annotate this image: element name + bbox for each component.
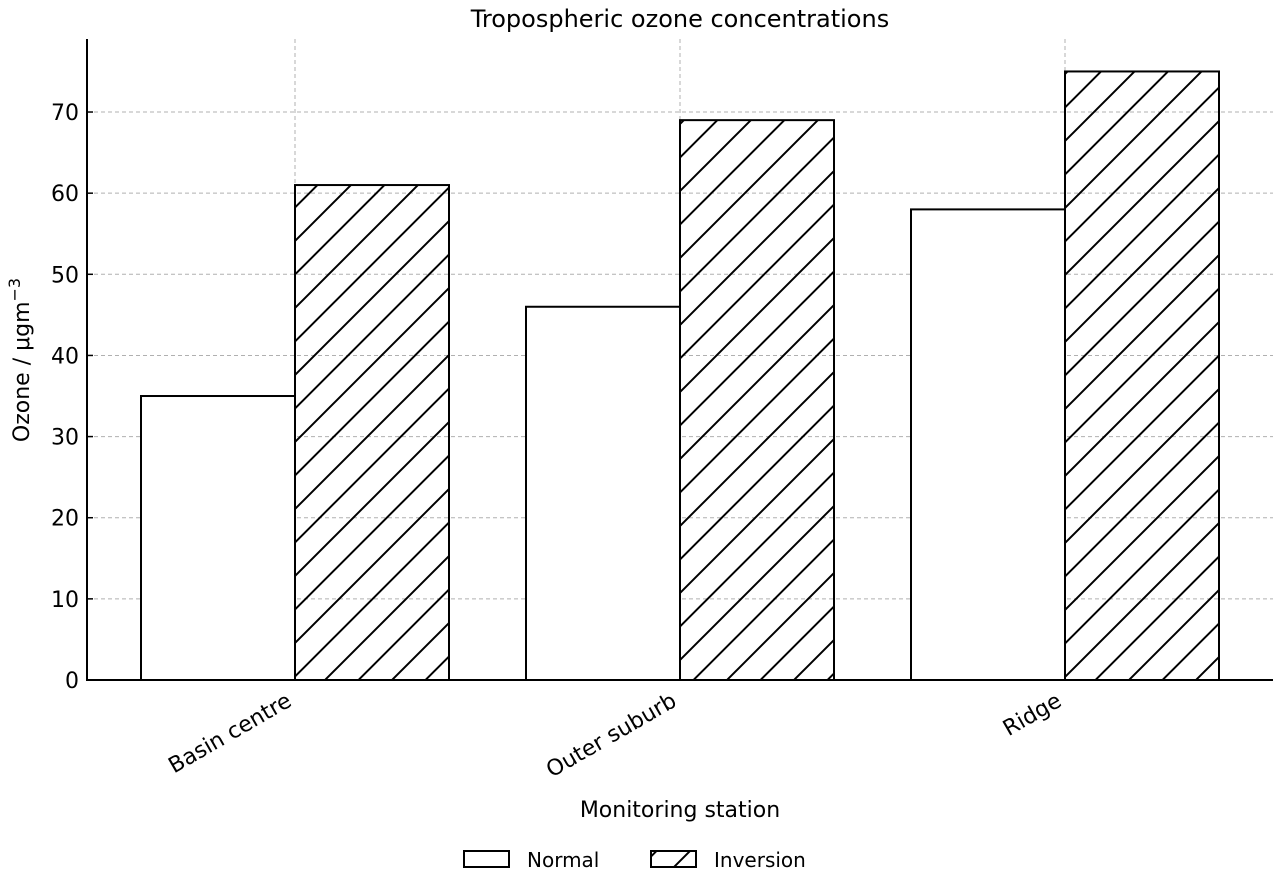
chart-title: Tropospheric ozone concentrations [470,5,889,33]
y-tick-label-0: 0 [65,669,79,694]
x-tick-label-outer-suburb: Outer suburb [542,689,681,784]
legend-label-normal: Normal [527,848,599,872]
x-tick-label-ridge: Ridge [999,689,1066,742]
bar-normal-ridge [910,208,1066,682]
legend-swatch-normal [463,850,510,868]
y-tick-label-30: 30 [51,426,79,451]
bar-inversion-outer-suburb [679,119,835,682]
y-tick-label-60: 60 [51,182,79,207]
bar-inversion-ridge [1064,70,1220,682]
legend: Normal Inversion [463,848,806,872]
x-axis-title: Monitoring station [580,798,780,823]
bar-normal-basin-centre [140,395,296,681]
y-axis-title-main: Ozone / μgm [10,302,35,443]
x-tick-label-basin-centre: Basin centre [165,689,296,779]
y-tick-label-10: 10 [51,588,79,613]
y-tick-label-70: 70 [51,101,79,126]
y-tick-label-40: 40 [51,344,79,369]
bar-inversion-basin-centre [294,184,450,681]
y-axis-title-exponent: −3 [5,278,24,302]
legend-label-inversion: Inversion [714,848,806,872]
bar-normal-outer-suburb [525,305,681,681]
x-ticks: Basin centre Outer suburb Ridge [165,674,1066,783]
bars [140,70,1220,682]
legend-swatch-inversion [650,850,697,868]
y-ticks: 0 10 20 30 40 50 60 70 [51,101,93,694]
y-tick-label-50: 50 [51,263,79,288]
y-tick-label-20: 20 [51,507,79,532]
y-axis-title: Ozone / μgm−3 [5,278,35,442]
